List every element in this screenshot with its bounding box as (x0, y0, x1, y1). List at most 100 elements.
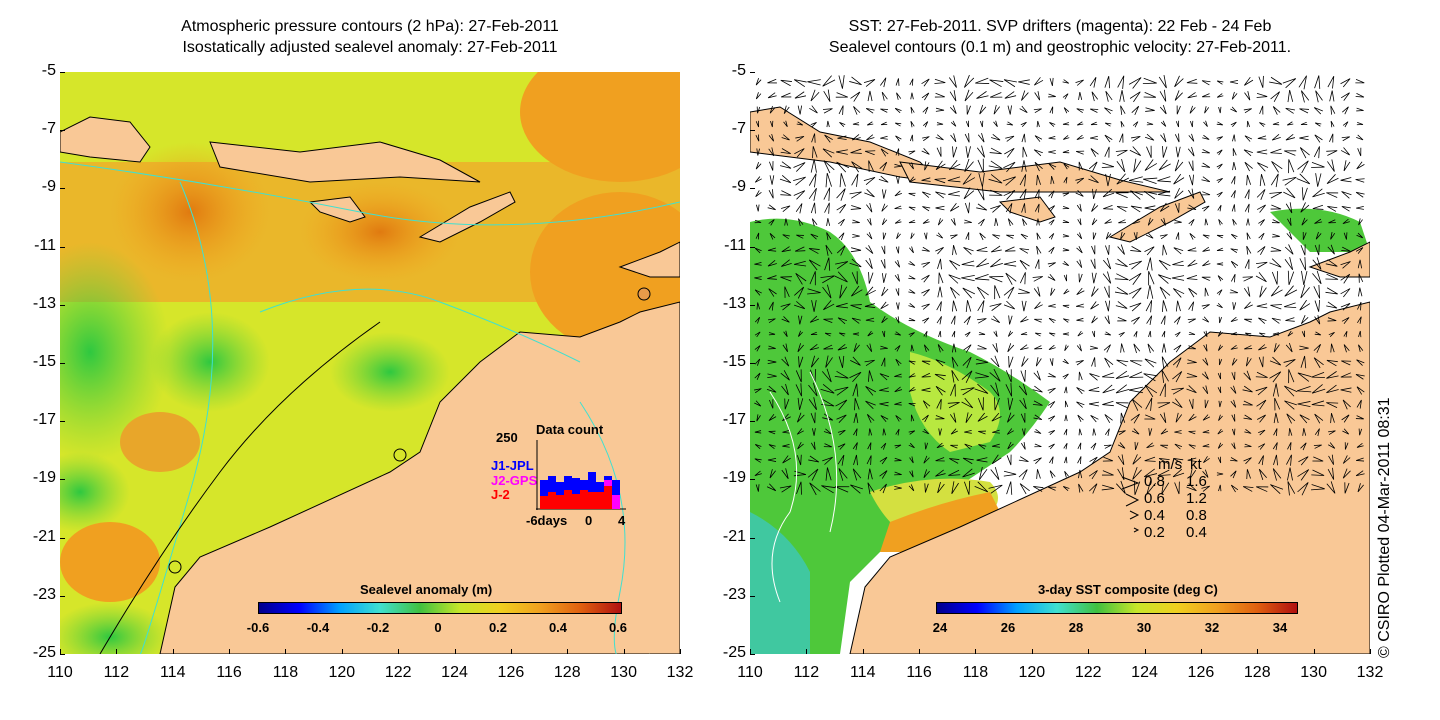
velocity-arrow (1174, 159, 1184, 172)
velocity-arrow (1314, 315, 1321, 325)
right-lon-label: 116 (906, 664, 932, 681)
velocity-arrow (808, 382, 818, 397)
velocity-arrow (1092, 188, 1097, 200)
velocity-arrow (1285, 317, 1295, 322)
velocity-arrow (1202, 260, 1211, 267)
velocity-arrow (1244, 203, 1250, 213)
velocity-arrow (1088, 401, 1100, 407)
velocity-arrow (1328, 331, 1335, 337)
velocity-arrow (923, 469, 930, 478)
right-lat-label: -13 (722, 294, 746, 312)
velocity-arrow (1218, 400, 1222, 408)
right-cbar-tick-0: 24 (932, 620, 948, 635)
velocity-arrow (1033, 486, 1044, 492)
velocity-arrow (1231, 204, 1236, 212)
velocity-arrow (1062, 149, 1070, 154)
velocity-arrow (964, 202, 970, 214)
velocity-arrow (963, 315, 971, 325)
velocity-arrow (1033, 414, 1043, 420)
velocity-arrow (1120, 343, 1125, 353)
velocity-arrow (810, 159, 817, 173)
left-cbar-tick-4: 0.2 (488, 620, 508, 635)
velocity-arrow (1075, 79, 1084, 86)
velocity-arrow (1355, 79, 1365, 84)
velocity-arrow (977, 132, 985, 143)
velocity-arrow (1244, 91, 1251, 101)
velocity-arrow (977, 397, 984, 411)
velocity-arrow (1202, 429, 1210, 434)
velocity-arrow (1330, 120, 1335, 128)
velocity-arrow (1076, 203, 1082, 212)
velocity-arrow (963, 74, 975, 88)
velocity-arrow (1063, 107, 1070, 114)
velocity-arrow (952, 343, 957, 353)
velocity-arrow (1007, 441, 1014, 450)
velocity-arrow (1019, 483, 1030, 495)
velocity-arrow (1343, 330, 1348, 338)
velocity-arrow (934, 373, 946, 381)
velocity-arrow (754, 400, 762, 407)
velocity-arrow (1271, 161, 1283, 173)
right-lat-label: -25 (722, 644, 746, 661)
velocity-arrow (756, 302, 761, 310)
velocity-arrow (974, 372, 989, 379)
velocity-arrow (1104, 122, 1112, 127)
velocity-arrow (1246, 218, 1250, 226)
velocity-arrow (935, 191, 946, 199)
velocity-arrow (1244, 301, 1253, 309)
velocity-arrow (1034, 345, 1043, 350)
velocity-arrow (1103, 257, 1112, 270)
velocity-arrow (1204, 287, 1209, 297)
right-colorbar-title: 3-day SST composite (deg C) (1038, 582, 1218, 597)
velocity-arrow (1329, 133, 1334, 143)
velocity-arrow (755, 120, 760, 128)
velocity-arrow (894, 107, 902, 114)
velocity-arrow (768, 430, 776, 435)
velocity-arrow (1232, 302, 1237, 310)
velocity-arrow (1047, 373, 1056, 378)
velocity-arrow (867, 90, 873, 102)
velocity-arrow (754, 345, 761, 352)
right-map-plot[interactable]: m/s kt 0.8 1.6 0.6 1.2 0.4 0.8 0.2 0.4 3… (750, 72, 1370, 654)
velocity-arrow (1355, 191, 1365, 198)
velocity-arrow (1092, 428, 1096, 436)
velocity-arrow (1145, 232, 1154, 239)
velocity-arrow (894, 345, 901, 352)
velocity-arrow (768, 413, 777, 421)
velocity-arrow (1269, 258, 1282, 268)
velocity-arrow (1244, 332, 1252, 337)
right-title-line1: SST: 27-Feb-2011. SVP drifters (magenta)… (848, 18, 1272, 35)
velocity-arrow (838, 468, 848, 481)
velocity-arrow (1076, 387, 1085, 395)
velocity-arrow (1022, 146, 1028, 158)
left-map-plot[interactable]: Data count 250 J1-JPL J2-GPS J-2 -6days … (60, 72, 680, 654)
velocity-legend-ms-1: 0.6 (1144, 490, 1165, 507)
velocity-arrow (1021, 356, 1029, 367)
velocity-arrow (923, 344, 930, 352)
velocity-arrow (894, 471, 902, 476)
velocity-arrow (979, 104, 987, 115)
velocity-arrow (908, 150, 916, 155)
velocity-arrow (1203, 120, 1208, 127)
velocity-arrow (1116, 205, 1128, 212)
velocity-arrow (894, 122, 902, 127)
velocity-arrow (1034, 259, 1040, 269)
velocity-arrow (1090, 301, 1099, 310)
velocity-arrow (1033, 149, 1043, 157)
velocity-arrow (1217, 372, 1222, 380)
velocity-arrow (1062, 358, 1069, 365)
velocity-arrow (882, 428, 886, 436)
velocity-arrow (1284, 400, 1297, 410)
velocity-arrow (1325, 287, 1338, 295)
left-lon-label: 116 (216, 664, 242, 681)
velocity-arrow (961, 397, 974, 409)
velocity-arrow (1131, 316, 1140, 325)
velocity-arrow (1062, 79, 1070, 84)
velocity-arrow (1202, 414, 1211, 421)
velocity-arrow (1202, 246, 1211, 252)
velocity-arrow (1049, 470, 1056, 479)
velocity-arrow (962, 287, 975, 299)
right-cbar-tick-5: 34 (1272, 620, 1288, 635)
velocity-arrow (1076, 134, 1084, 141)
velocity-arrow (865, 400, 876, 409)
